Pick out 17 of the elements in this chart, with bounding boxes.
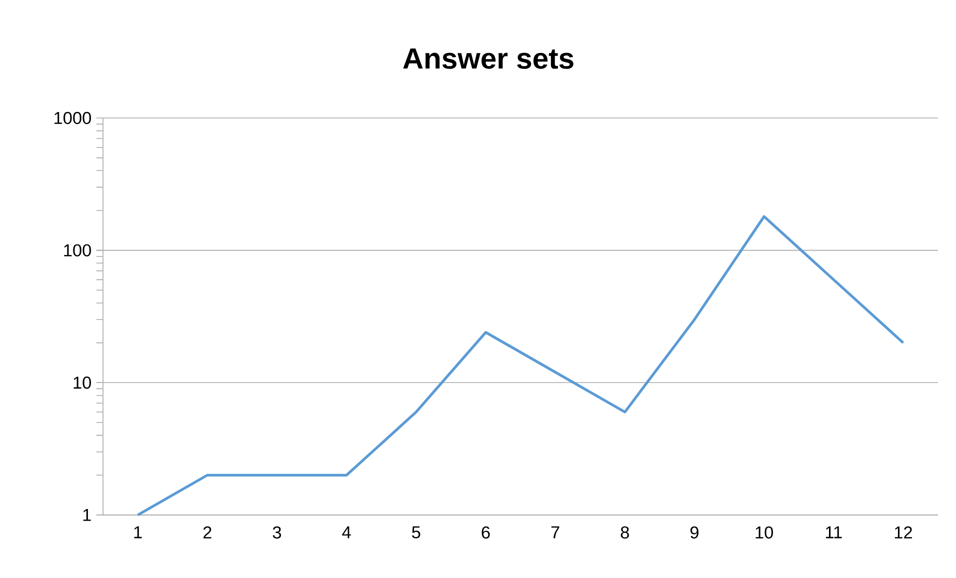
x-tick-label: 4 (342, 526, 351, 538)
x-tick-label: 9 (690, 526, 698, 539)
x-tick-label: 12 (894, 526, 912, 538)
x-tick-label: 8 (620, 526, 629, 539)
x-tick-label: 2 (203, 526, 212, 538)
x-tick-label: 11 (826, 526, 842, 538)
x-tick-label: 3 (272, 526, 282, 539)
x-tick-label: 10 (756, 526, 773, 539)
x-tick-label: 7 (551, 526, 560, 538)
x-tick-label: 5 (412, 526, 420, 538)
y-tick-label: 100 (64, 244, 91, 256)
y-tick-label: 1000 (54, 112, 91, 124)
chart-title: Answer sets (403, 48, 574, 69)
y-tick-label: 1 (83, 509, 91, 521)
x-tick-label: 1 (134, 526, 142, 538)
x-tick-label: 6 (482, 526, 490, 539)
y-tick-label: 10 (74, 376, 91, 389)
